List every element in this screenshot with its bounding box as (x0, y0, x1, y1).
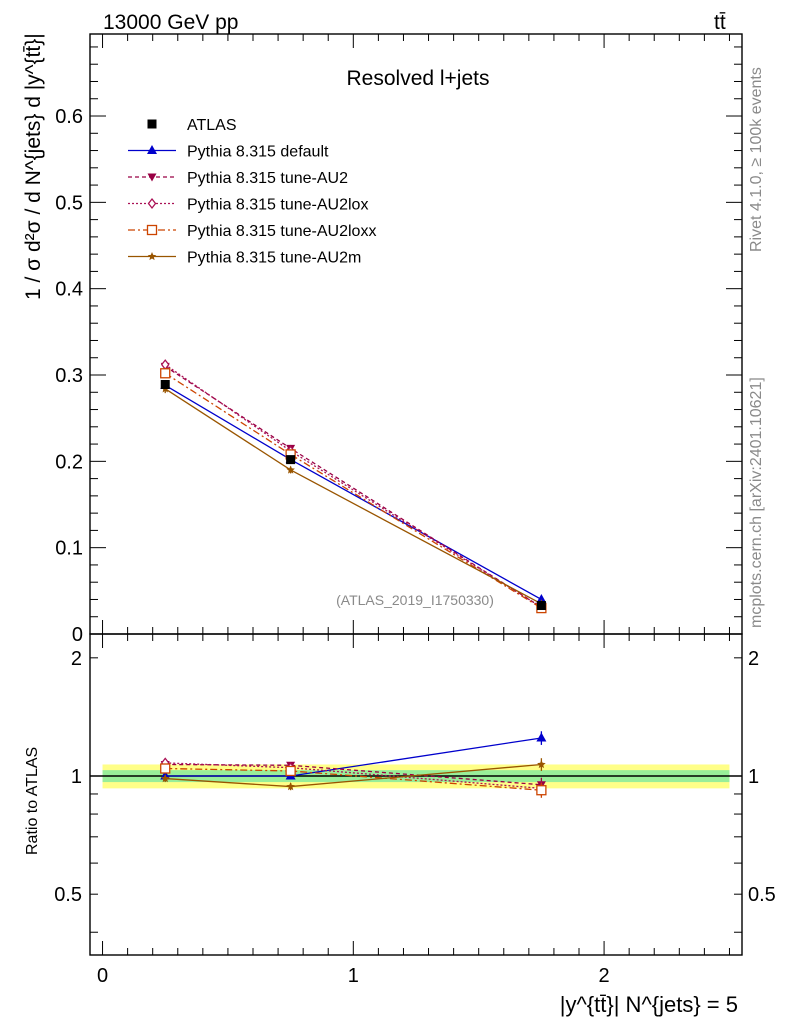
legend-label: Pythia 8.315 tune-AU2m (187, 250, 361, 267)
legend-label: ATLAS (187, 117, 237, 134)
atlas-point (536, 601, 546, 611)
ratio-point (286, 782, 295, 791)
legend-label: Pythia 8.315 default (187, 144, 329, 161)
legend-label: Pythia 8.315 tune-AU2 (187, 170, 348, 187)
atlas-point (160, 380, 170, 390)
series-pythia-8-315-tune-au2lox (160, 359, 546, 613)
chart-title: Resolved l+jets (347, 67, 490, 90)
main-axis-ticks (90, 34, 742, 635)
series-atlas (160, 380, 546, 611)
ratio-frame (89, 633, 743, 956)
legend: ATLAS Pythia 8.315 default Pythia 8.315 tu… (128, 117, 376, 267)
ratio-tick-label-left: 0.5 (54, 884, 82, 906)
ratio-data-series (160, 731, 547, 798)
main-plot: 0 0.1 0.2 0.3 0.4 0.5 0.6 Resolved l+jets (ATL… (55, 33, 743, 646)
ratio-point (536, 785, 547, 796)
x-tick-label: 1 (348, 965, 359, 987)
series-pythia-8-315-default (160, 379, 547, 603)
legend-marker (147, 252, 157, 261)
ratio-y-axis-label: Ratio to ATLAS (24, 747, 41, 855)
ratio-series-pythia-8-315-tune-au2m (161, 758, 546, 791)
main-data-series (160, 359, 547, 614)
data-point (160, 368, 171, 379)
x-axis-label: |y^{tt̄}| N^{jets} = 5 (560, 992, 738, 1017)
ratio-tick-label-right: 0.5 (748, 884, 776, 906)
ratio-point (160, 763, 171, 774)
rivet-label: Rivet 4.1.0, ≥ 100k events (748, 67, 765, 252)
legend-label: Pythia 8.315 tune-AU2loxx (187, 223, 376, 240)
legend-entry: Pythia 8.315 tune-AU2loxx (128, 223, 376, 240)
header-left: 13000 GeV pp (103, 11, 238, 34)
mcplots-label: mcplots.cern.ch [arXiv:2401.10621] (748, 377, 765, 628)
header-right: tt̄ (714, 11, 726, 34)
y-axis-label: 1 / σ d²σ / d N^{jets} d |y^{tt̄}| (22, 33, 45, 300)
y-tick-label: 0.1 (55, 538, 83, 560)
legend-marker (147, 197, 157, 210)
ratio-tick-label-right: 1 (748, 766, 759, 788)
ratio-plot: 0.5 0.5 1 1 2 2 (54, 633, 776, 956)
atlas-point (286, 455, 296, 465)
legend-label: Pythia 8.315 tune-AU2lox (187, 197, 368, 214)
data-point (536, 593, 547, 603)
ratio-tick-label-right: 2 (748, 648, 759, 670)
legend-entry: Pythia 8.315 tune-AU2lox (128, 197, 368, 214)
y-tick-label: 0 (72, 624, 83, 646)
ratio-point (285, 765, 296, 777)
legend-entry: Pythia 8.315 default (128, 144, 329, 161)
ratio-point (161, 774, 170, 783)
legend-marker (147, 145, 157, 154)
legend-entry: ATLAS (147, 117, 237, 134)
x-tick-labels: 0 1 2 (97, 965, 610, 987)
y-tick-label: 0.4 (55, 279, 83, 301)
ratio-point (536, 732, 547, 742)
y-tick-label: 0.5 (55, 192, 83, 214)
series-line (164, 365, 542, 608)
ratio-y-tick-labels: 0.5 0.5 1 1 2 2 (54, 648, 776, 906)
legend-entry: Pythia 8.315 tune-AU2m (128, 250, 361, 267)
y-tick-label: 0.2 (55, 451, 83, 473)
main-y-tick-labels: 0 0.1 0.2 0.3 0.4 0.5 0.6 (55, 106, 83, 646)
ratio-point (537, 760, 546, 769)
ratio-series-pythia-8-315-tune-au2loxx (160, 763, 547, 798)
ratio-tick-label-left: 2 (71, 648, 82, 670)
legend-marker (146, 224, 158, 236)
x-tick-label: 2 (599, 965, 610, 987)
ratio-tick-label-left: 1 (71, 766, 82, 788)
ratio-axis-ticks (90, 634, 742, 955)
data-point (286, 465, 295, 474)
y-tick-label: 0.3 (55, 365, 83, 387)
series-line (164, 384, 542, 601)
analysis-watermark: (ATLAS_2019_I1750330) (336, 592, 494, 608)
y-tick-label: 0.6 (55, 106, 83, 128)
legend-marker (147, 173, 157, 182)
legend-entry: Pythia 8.315 tune-AU2 (128, 170, 348, 187)
x-tick-label: 0 (97, 965, 108, 987)
series-line (164, 372, 542, 609)
legend-marker (147, 119, 157, 129)
